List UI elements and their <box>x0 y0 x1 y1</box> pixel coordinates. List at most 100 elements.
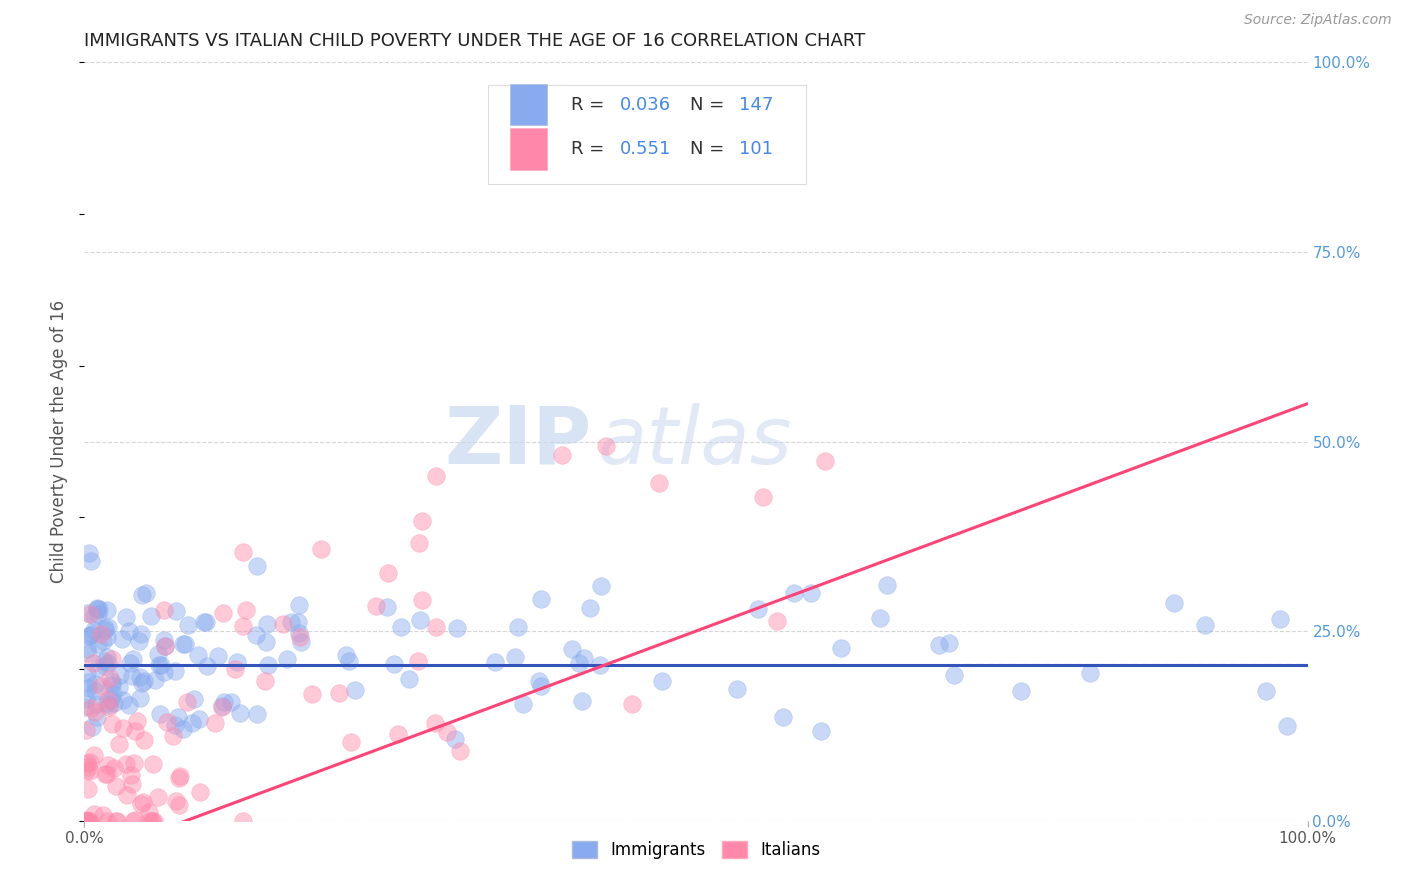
Point <box>83 807 105 822</box>
Point <box>131 675 153 690</box>
Point <box>90 679 112 693</box>
Point <box>107 737 129 751</box>
Point <box>207 649 229 664</box>
Point <box>810 724 832 739</box>
Point <box>425 620 447 634</box>
Point <box>122 814 145 828</box>
Point <box>129 670 152 684</box>
Point <box>135 586 157 600</box>
Point <box>75 814 97 828</box>
Point <box>783 586 806 600</box>
Point <box>82 656 104 670</box>
Point <box>107 814 129 828</box>
Text: 0.036: 0.036 <box>620 96 671 114</box>
Point <box>364 599 387 614</box>
Point <box>436 725 458 739</box>
Point <box>165 604 187 618</box>
Point <box>648 475 671 490</box>
Point <box>75 723 97 737</box>
Point <box>530 679 553 693</box>
Point <box>94 621 117 635</box>
Point <box>75 764 97 778</box>
Point <box>1268 612 1291 626</box>
Point <box>97 698 120 713</box>
Point <box>246 559 269 574</box>
Point <box>79 554 101 568</box>
Point <box>77 546 100 560</box>
Point <box>529 591 551 606</box>
Point <box>377 566 399 580</box>
Point <box>139 608 162 623</box>
Point <box>271 617 294 632</box>
Text: atlas: atlas <box>598 402 793 481</box>
Point <box>287 615 309 629</box>
Point <box>772 710 794 724</box>
Point <box>91 807 114 822</box>
Point <box>129 690 152 705</box>
Point <box>115 756 138 771</box>
Point <box>503 649 526 664</box>
Point <box>398 672 420 686</box>
Point <box>83 748 105 763</box>
Point <box>129 627 152 641</box>
Text: N =: N = <box>690 96 724 114</box>
Point <box>578 600 600 615</box>
Point <box>153 603 176 617</box>
Point <box>124 723 146 738</box>
Point <box>943 668 966 682</box>
Text: ZIP: ZIP <box>444 402 592 481</box>
Point <box>153 640 176 654</box>
Point <box>100 671 122 685</box>
Point <box>97 693 120 707</box>
Point <box>876 577 898 591</box>
Point <box>335 648 357 663</box>
Point <box>484 655 506 669</box>
Point <box>121 669 143 683</box>
Point <box>290 635 312 649</box>
Text: R =: R = <box>571 96 605 114</box>
Point <box>408 654 430 668</box>
Point <box>253 673 276 688</box>
Point <box>146 789 169 804</box>
Point <box>84 705 107 719</box>
Point <box>232 618 254 632</box>
Point <box>118 624 141 639</box>
Point <box>1194 617 1216 632</box>
Point <box>117 788 139 802</box>
Point <box>96 650 118 665</box>
Point <box>115 610 138 624</box>
Point <box>83 683 105 698</box>
Point <box>928 638 950 652</box>
Point <box>149 707 172 722</box>
Point <box>174 637 197 651</box>
Point <box>148 657 170 672</box>
Point <box>79 627 101 641</box>
Point <box>153 665 176 679</box>
Point <box>813 454 835 468</box>
Point <box>75 692 97 706</box>
Point <box>153 639 176 653</box>
Point <box>256 617 278 632</box>
Point <box>101 652 124 666</box>
Point <box>76 756 98 771</box>
Point <box>181 716 204 731</box>
Point <box>110 632 132 647</box>
Point <box>83 677 105 691</box>
Point <box>124 813 146 827</box>
Point <box>232 814 254 828</box>
Point <box>142 757 165 772</box>
Point <box>382 657 405 672</box>
Y-axis label: Child Poverty Under the Age of 16: Child Poverty Under the Age of 16 <box>51 300 69 583</box>
Point <box>214 694 236 708</box>
Point <box>288 630 311 644</box>
Point <box>77 646 100 660</box>
Point <box>167 771 190 785</box>
Point <box>195 615 218 630</box>
Point <box>90 626 112 640</box>
Point <box>79 755 101 769</box>
Point <box>97 758 120 772</box>
Point <box>94 766 117 780</box>
Point <box>84 697 107 711</box>
Point <box>129 797 152 812</box>
Point <box>156 714 179 729</box>
